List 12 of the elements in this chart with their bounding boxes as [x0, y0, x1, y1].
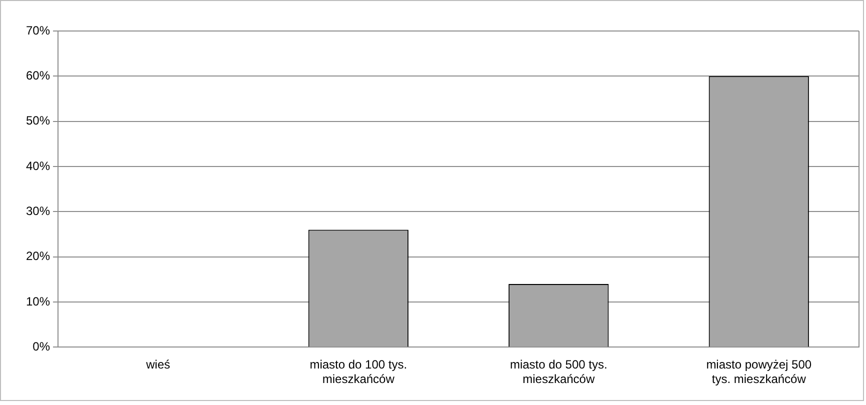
y-tick-label: 50% — [26, 114, 50, 128]
y-tick-label: 70% — [26, 23, 50, 38]
x-tick-label: miasto powyżej 500 tys. mieszkańców — [706, 358, 812, 386]
y-tick-label: 60% — [26, 68, 50, 82]
y-tick-label: 20% — [26, 249, 50, 264]
y-tick-label: 40% — [26, 158, 50, 173]
y-tick-label: 10% — [26, 294, 50, 308]
y-tick-label: 30% — [26, 204, 50, 218]
x-tick-label: miasto do 100 tys. mieszkańców — [310, 358, 408, 386]
x-tick-label: wieś — [145, 358, 170, 372]
y-tick-label: 0% — [32, 340, 50, 354]
x-tick-label: miasto do 500 tys. mieszkańców — [510, 358, 608, 386]
